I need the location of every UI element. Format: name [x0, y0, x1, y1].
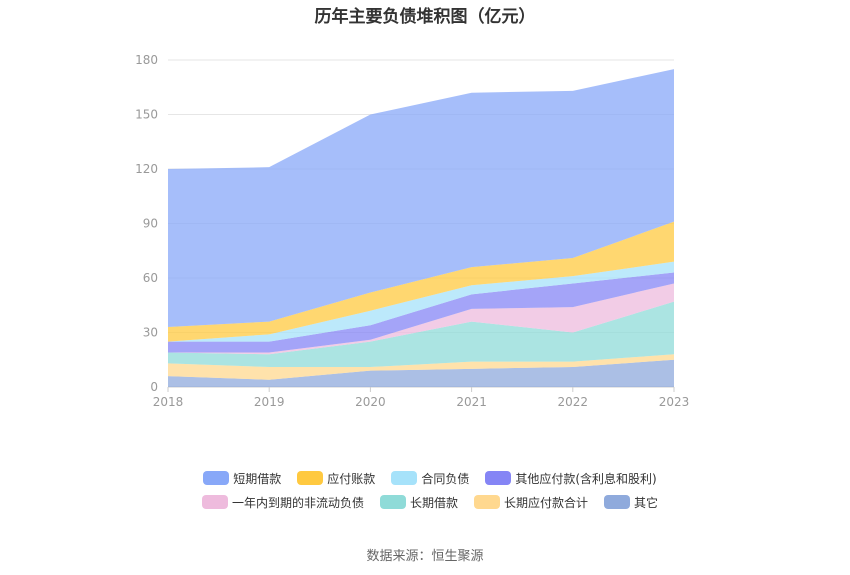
x-tick-label: 2023 — [659, 395, 690, 409]
x-tick-label: 2021 — [456, 395, 487, 409]
legend-item[interactable]: 短期借款 — [203, 470, 281, 486]
y-tick-label: 60 — [143, 271, 158, 285]
legend-label: 长期借款 — [409, 495, 458, 510]
legend-swatch — [297, 471, 324, 485]
chart-legend: 短期借款 应付账款 合同负债 其他应付款(含利息和股利) 一年内到期的非流动负债 长期借款… — [170, 470, 690, 510]
legend-item[interactable]: 应付账款 — [297, 470, 375, 486]
y-tick-label: 0 — [150, 380, 158, 394]
x-tick-label: 2018 — [153, 395, 184, 409]
chart-title: 历年主要负债堆积图（亿元） — [314, 7, 536, 27]
legend-item[interactable]: 长期借款 — [379, 494, 458, 510]
y-tick-label: 90 — [143, 217, 158, 231]
area-series — [168, 283, 674, 355]
legend-label: 合同负债 — [421, 471, 470, 486]
area-series — [168, 261, 674, 342]
legend-swatch — [604, 495, 631, 509]
x-tick-label: 2019 — [254, 395, 285, 409]
legend-label: 一年内到期的非流动负债 — [231, 495, 364, 510]
area-series — [168, 359, 674, 387]
legend-label: 应付账款 — [327, 471, 376, 486]
area-series — [168, 69, 674, 328]
legend-item[interactable]: 其他应付款(含利息和股利) — [485, 470, 657, 486]
data-source: 数据来源：恒生聚源 — [366, 549, 484, 564]
legend-label: 短期借款 — [233, 471, 282, 486]
y-tick-label: 180 — [135, 53, 158, 67]
legend-item[interactable]: 长期应付款合计 — [474, 494, 588, 510]
legend-item[interactable]: 其它 — [604, 494, 658, 510]
legend-item[interactable]: 合同负债 — [391, 470, 469, 486]
legend-item[interactable]: 一年内到期的非流动负债 — [201, 494, 364, 510]
legend-label: 长期应付款合计 — [504, 495, 589, 510]
x-tick-label: 2022 — [558, 395, 589, 409]
legend-label: 其它 — [634, 495, 659, 510]
area-layer — [168, 69, 674, 387]
legend-swatch — [391, 471, 418, 485]
area-series — [168, 354, 674, 380]
legend-swatch — [201, 495, 228, 509]
axis-layer: 0 30 60 90 120 150 180 2018 2019 2020 2021 2022 2023 — [135, 53, 689, 409]
area-series — [168, 301, 674, 368]
area-series — [168, 272, 674, 353]
y-tick-label: 30 — [143, 326, 158, 340]
area-series — [168, 221, 674, 342]
legend-swatch — [485, 471, 512, 485]
legend-swatch — [203, 471, 230, 485]
legend-swatch — [474, 495, 500, 509]
y-tick-label: 150 — [135, 108, 158, 122]
x-tick-label: 2020 — [355, 395, 386, 409]
legend-swatch — [379, 495, 406, 509]
legend-label: 其他应付款(含利息和股利) — [515, 471, 657, 486]
y-tick-label: 120 — [135, 162, 158, 176]
